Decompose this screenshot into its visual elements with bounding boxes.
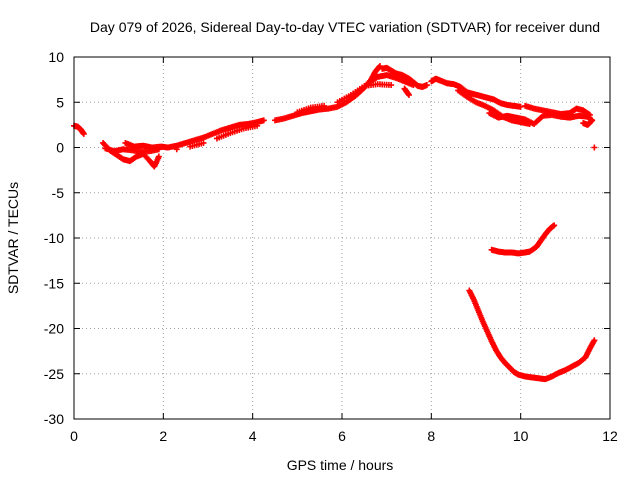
data-point [591, 144, 598, 151]
x-tick-label: 8 [427, 428, 435, 444]
x-axis-label: GPS time / hours [287, 457, 394, 473]
data-point [173, 146, 180, 153]
data-point [517, 103, 524, 110]
data-point [423, 82, 430, 89]
x-tick-label: 4 [249, 428, 257, 444]
data-point [551, 222, 558, 229]
axes: 0 2 4 6 8 10 12 10 5 0 -5 -10 -15 -20 -25 -30 [44, 49, 618, 444]
data-point [260, 117, 267, 124]
data-point [580, 120, 587, 127]
y-tick-label: 0 [56, 140, 64, 156]
x-tick-label: 12 [602, 428, 618, 444]
y-tick-label: -15 [44, 275, 64, 291]
y-tick-label: 5 [56, 94, 64, 110]
data-point [254, 122, 261, 129]
y-tick-label: -20 [44, 321, 64, 337]
data-point [155, 153, 162, 160]
y-tick-label: 10 [48, 49, 64, 65]
grid [74, 57, 610, 419]
y-axis-label: SDTVAR / TECUs [5, 182, 21, 294]
data-point [410, 82, 417, 89]
data-point [586, 111, 593, 118]
data-point [591, 337, 598, 344]
y-tick-label: -25 [44, 366, 64, 382]
x-tick-label: 2 [159, 428, 167, 444]
y-tick-label: -5 [52, 185, 65, 201]
data-point [200, 139, 207, 146]
y-tick-label: -30 [44, 411, 64, 427]
y-tick-label: -10 [44, 230, 64, 246]
x-tick-label: 10 [513, 428, 529, 444]
x-tick-label: 0 [70, 428, 78, 444]
data-point [321, 102, 328, 109]
x-tick-label: 6 [338, 428, 346, 444]
data-point [80, 130, 87, 137]
data-series [71, 63, 598, 383]
data-point [388, 82, 395, 89]
chart-title: Day 079 of 2026, Sidereal Day-to-day VTE… [90, 19, 600, 35]
data-point [406, 92, 412, 99]
plot-frame [73, 56, 611, 420]
